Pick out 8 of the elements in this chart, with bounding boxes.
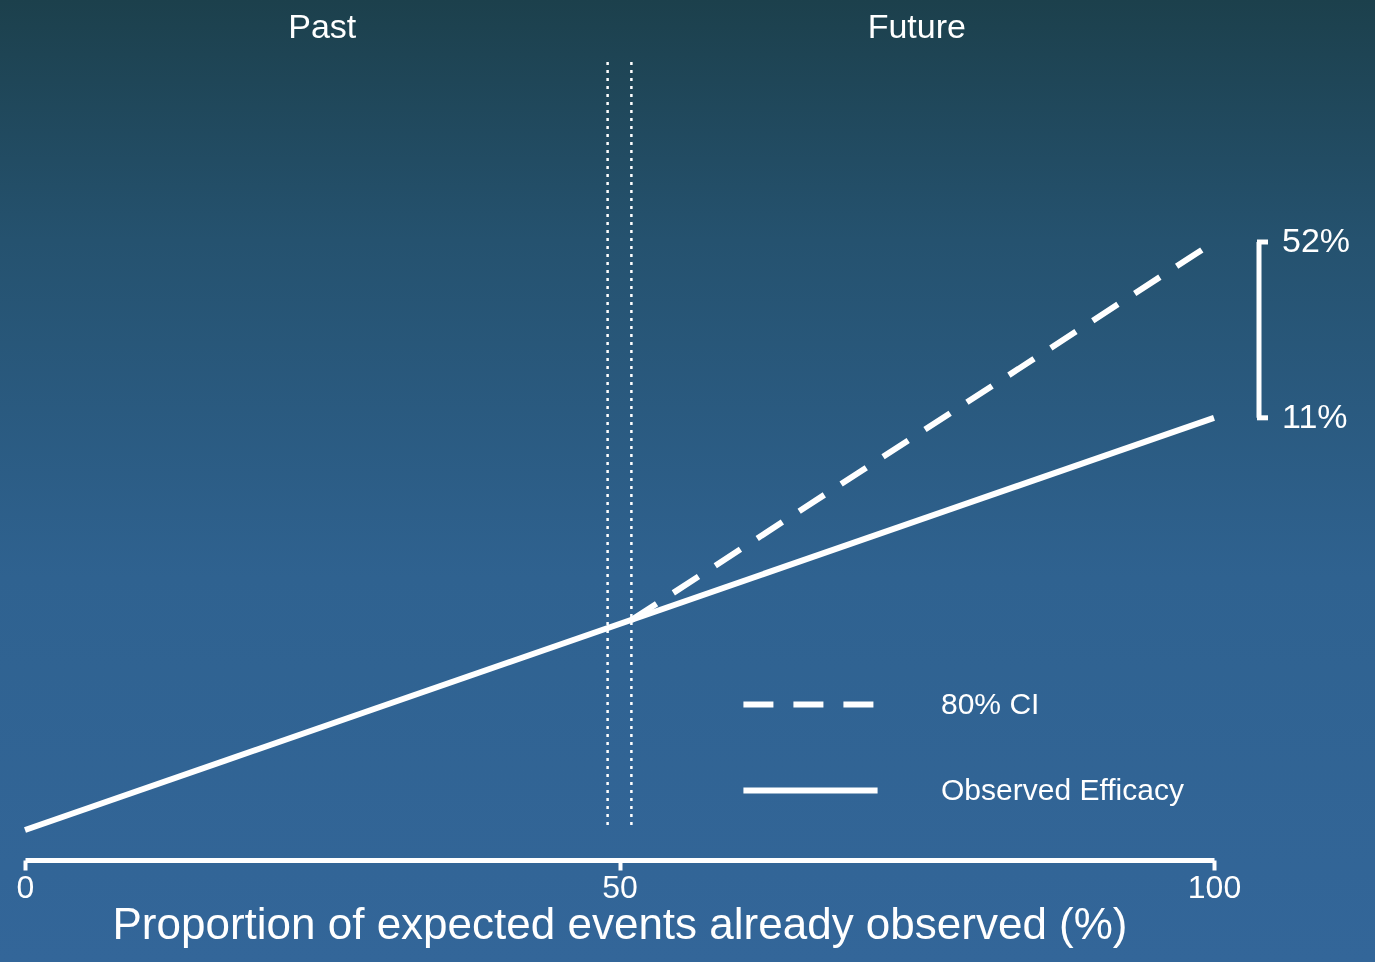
legend-label: Observed Efficacy bbox=[941, 772, 1184, 806]
text: Future bbox=[867, 7, 966, 45]
x-tick-label: 0 bbox=[16, 868, 35, 905]
annotation: 11% bbox=[1282, 396, 1348, 435]
text: Past bbox=[288, 7, 357, 45]
legend-label: 80% CI bbox=[941, 686, 1040, 720]
annotation: 52% bbox=[1282, 221, 1351, 259]
x-tick-label: 100 bbox=[1187, 868, 1242, 905]
